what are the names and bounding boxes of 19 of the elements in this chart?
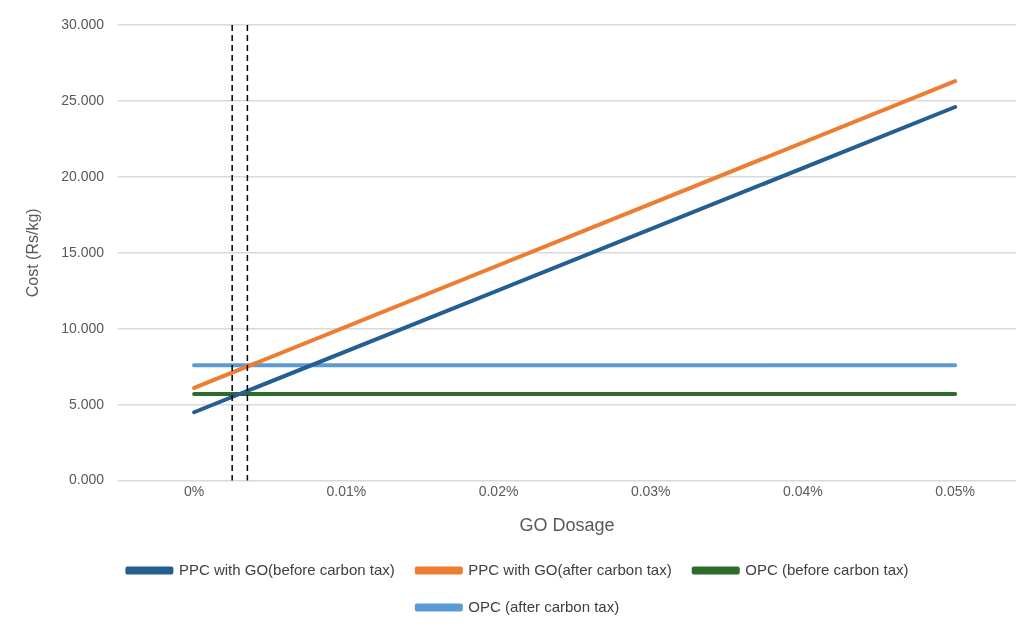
x-axis-title: GO Dosage [519,515,615,536]
x-tick-label: 0.05% [935,482,975,499]
legend-label: OPC (before carbon tax) [745,560,909,578]
y-tick-label: 30.000 [61,15,105,32]
legend-label: PPC with GO(after carbon tax) [468,560,672,578]
x-tick-label: 0.03% [630,482,671,499]
y-tick-label: 25.000 [61,91,105,108]
legend-label: OPC (after carbon tax) [468,597,620,615]
x-tick-label: 0.02% [478,482,519,499]
y-axis-title: Cost (Rs/kg) [24,208,42,298]
y-tick-label: 5.000 [68,395,105,412]
x-tick-label: 0.04% [783,482,823,499]
y-tick-label: 20.000 [61,167,105,184]
x-tick-label: 0.01% [326,482,367,499]
y-tick-label: 15.000 [61,243,105,260]
legend-label: PPC with GO(before carbon tax) [178,560,395,578]
y-tick-label: 10.000 [61,319,105,336]
y-tick-label: 0.000 [68,471,105,488]
x-tick-label: 0% [184,482,205,499]
